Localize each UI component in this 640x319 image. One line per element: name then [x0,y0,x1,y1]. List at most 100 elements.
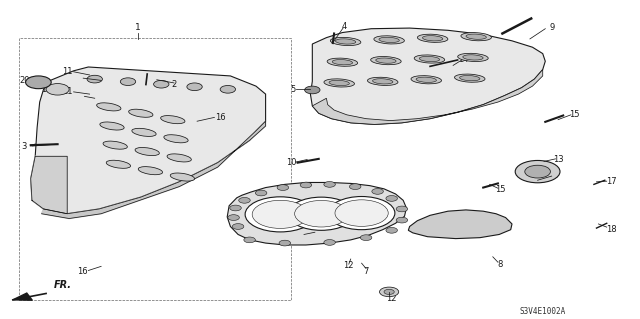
Text: 3: 3 [22,142,27,151]
Text: FR.: FR. [54,280,72,290]
Ellipse shape [454,74,485,82]
Circle shape [87,75,102,83]
Circle shape [360,235,372,241]
Ellipse shape [164,135,188,143]
Polygon shape [31,156,67,214]
Circle shape [154,80,169,88]
Ellipse shape [461,33,492,41]
Ellipse shape [416,77,436,82]
Text: 5: 5 [291,85,296,94]
Ellipse shape [138,167,163,175]
Ellipse shape [324,79,355,87]
Text: 19: 19 [41,85,51,94]
Circle shape [525,165,550,178]
Text: 2: 2 [172,80,177,89]
Text: 7: 7 [364,267,369,276]
Polygon shape [408,210,512,239]
Ellipse shape [417,34,448,42]
Text: 16: 16 [77,267,87,276]
Circle shape [232,224,244,229]
Ellipse shape [371,56,401,65]
Ellipse shape [106,160,131,168]
Polygon shape [312,70,543,124]
Circle shape [335,200,388,226]
Text: 8: 8 [498,260,503,269]
Ellipse shape [332,60,353,65]
Text: 20: 20 [19,76,29,85]
Ellipse shape [422,36,443,41]
Circle shape [220,85,236,93]
Ellipse shape [376,58,396,63]
Ellipse shape [129,109,153,117]
Circle shape [372,189,383,194]
Text: 16: 16 [216,113,226,122]
Ellipse shape [374,36,404,44]
Ellipse shape [100,122,124,130]
Circle shape [515,160,560,183]
Circle shape [300,182,312,188]
Ellipse shape [330,37,361,46]
Text: 10: 10 [286,158,296,167]
Polygon shape [31,67,266,214]
Circle shape [279,240,291,246]
Text: 13: 13 [553,155,563,164]
Circle shape [187,83,202,91]
Text: 12: 12 [344,261,354,270]
Ellipse shape [372,79,393,84]
Ellipse shape [327,58,358,66]
Circle shape [244,237,255,243]
Ellipse shape [460,76,480,81]
Text: 11: 11 [62,67,72,76]
Circle shape [255,190,267,196]
Bar [19,38,291,300]
Ellipse shape [458,53,488,62]
Ellipse shape [170,173,195,181]
Ellipse shape [167,154,191,162]
Ellipse shape [103,141,127,149]
Ellipse shape [97,103,121,111]
Ellipse shape [411,76,442,84]
Text: 12: 12 [296,232,306,241]
Text: 6: 6 [553,171,558,180]
Text: 15: 15 [495,185,506,194]
Circle shape [328,197,395,230]
Circle shape [324,182,335,187]
Circle shape [294,200,348,227]
Circle shape [288,197,355,230]
Ellipse shape [161,115,185,124]
Circle shape [396,206,408,212]
Text: 12: 12 [387,294,397,303]
Circle shape [120,78,136,85]
Ellipse shape [367,77,398,85]
Polygon shape [13,293,32,300]
Text: 18: 18 [606,225,616,234]
Circle shape [349,184,361,189]
Polygon shape [42,121,266,219]
Ellipse shape [132,128,156,137]
Text: 11: 11 [62,87,72,96]
Circle shape [386,227,397,233]
Ellipse shape [419,56,440,62]
Polygon shape [227,182,406,245]
Text: 17: 17 [606,177,616,186]
Circle shape [228,215,239,220]
Ellipse shape [379,37,399,42]
Circle shape [26,76,51,89]
Circle shape [384,289,394,294]
Ellipse shape [466,34,486,39]
Text: 15: 15 [570,110,580,119]
Polygon shape [310,28,545,124]
Circle shape [245,197,316,232]
Text: S3V4E1002A: S3V4E1002A [520,307,566,315]
Ellipse shape [463,55,483,60]
Ellipse shape [135,147,159,156]
Circle shape [396,217,408,223]
Circle shape [46,84,69,95]
Circle shape [252,200,308,228]
Text: 14: 14 [458,56,468,64]
Text: 9: 9 [549,23,554,32]
Ellipse shape [414,55,445,63]
Circle shape [386,196,397,201]
Ellipse shape [329,80,349,85]
Circle shape [380,287,399,297]
